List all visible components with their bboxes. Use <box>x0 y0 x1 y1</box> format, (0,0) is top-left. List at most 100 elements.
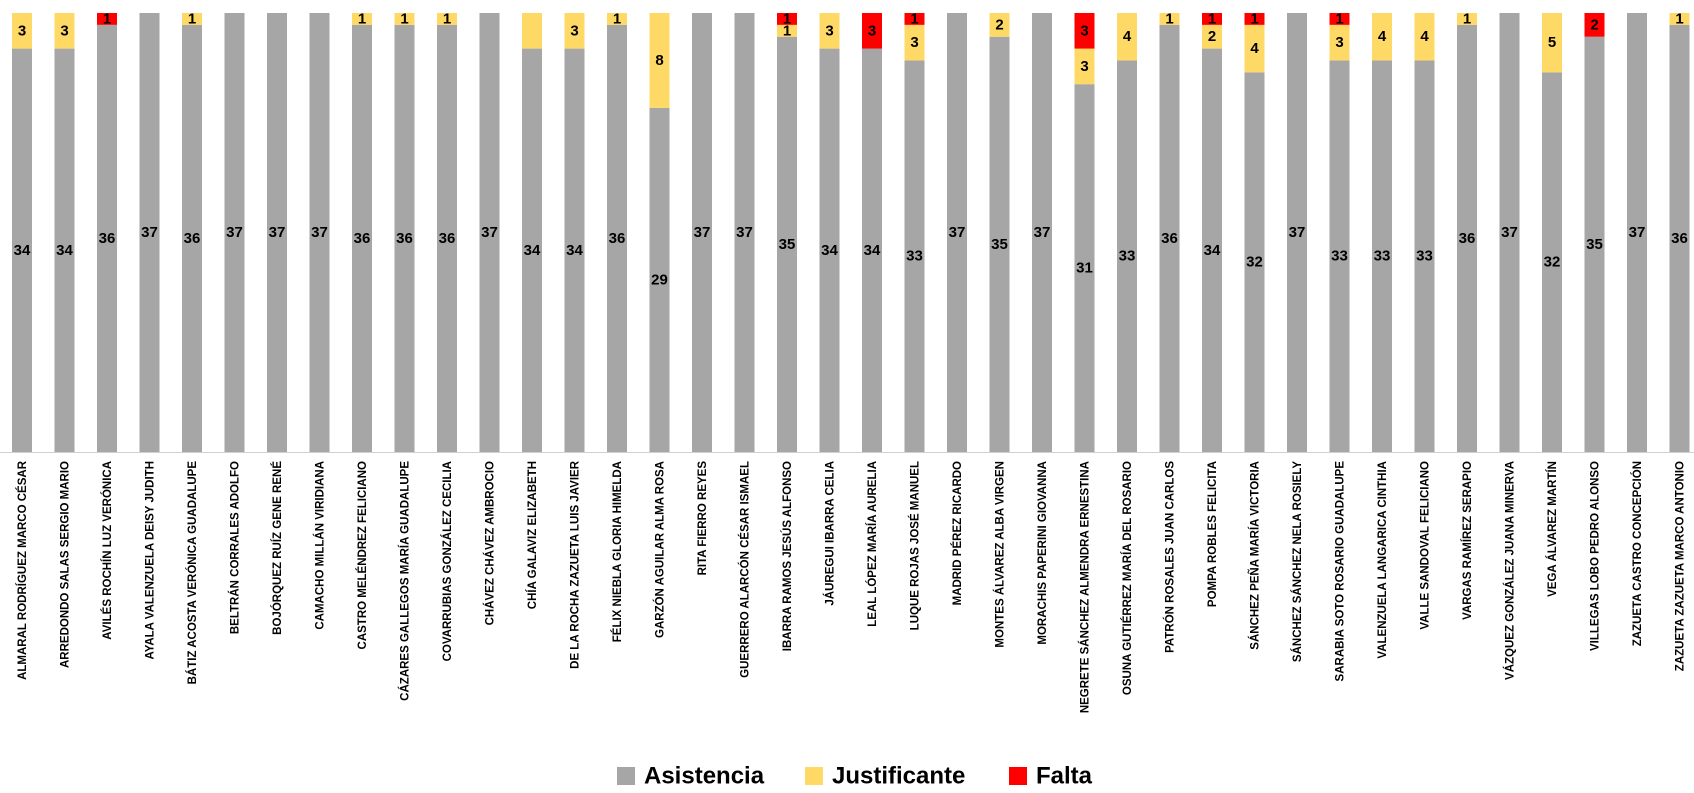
category-label-27: PATRÓN ROSALES JUAN CARLOS <box>1164 461 1177 653</box>
value-label-asistencia-1: 34 <box>56 242 73 259</box>
category-label-22: MADRID PÉREZ RICARDO <box>951 461 964 605</box>
bar-asistencia-14 <box>607 24 627 453</box>
category-label-38: ZAZUETA CASTRO CONCEPCIÓN <box>1631 461 1644 646</box>
category-label-18: IBARRA RAMOS JESÚS ALFONSO <box>781 461 794 651</box>
bar-asistencia-20 <box>862 48 882 453</box>
category-label-6: BOJÓRQUEZ RUÍZ GENE RENÉ <box>271 461 284 635</box>
category-label-3: AYALA VALENZUELA DEISY JUDITH <box>145 461 157 660</box>
bar-asistencia-1 <box>54 48 75 453</box>
bar-asistencia-33 <box>1414 60 1435 453</box>
bar-asistencia-35 <box>1499 13 1520 452</box>
bar-asistencia-18 <box>777 36 797 452</box>
category-label-39: ZAZUETA ZAZUETA MARCO ANTONIO <box>1675 461 1687 671</box>
category-label-32: VALENZUELA LANGARICA CINTHIA <box>1377 461 1389 659</box>
value-label-asistencia-13: 34 <box>566 242 583 259</box>
category-label-37: VILLEGAS LOBO PEDRO ALONSO <box>1590 461 1602 651</box>
bar-justificante-13 <box>564 13 585 49</box>
value-label-falta-31: 1 <box>1335 10 1343 27</box>
value-label-asistencia-39: 36 <box>1671 230 1688 247</box>
legend-label-asistencia: Asistencia <box>644 763 765 789</box>
value-label-asistencia-0: 34 <box>14 242 31 259</box>
bar-asistencia-34 <box>1457 24 1477 453</box>
value-label-asistencia-27: 36 <box>1161 230 1178 247</box>
value-label-asistencia-36: 32 <box>1544 254 1561 271</box>
value-label-asistencia-24: 37 <box>1034 224 1051 241</box>
bar-asistencia-11 <box>479 13 500 452</box>
category-label-19: JÁUREGUI IBARRA CELIA <box>824 461 837 606</box>
value-label-justificante-13: 3 <box>570 22 578 39</box>
bar-asistencia-9 <box>394 24 415 453</box>
value-label-falta-2: 1 <box>103 10 111 27</box>
category-label-17: GUERRERO ALARCÓN CÉSAR ISMAEL <box>739 461 752 678</box>
bar-asistencia-10 <box>437 24 457 453</box>
bar-asistencia-30 <box>1287 13 1307 452</box>
bar-justificante-10 <box>437 13 457 25</box>
bar-asistencia-29 <box>1244 72 1265 452</box>
bar-justificante-28 <box>1202 24 1222 49</box>
category-label-1: ARREDONDO SALAS SERGIO MARIO <box>60 461 72 668</box>
value-label-justificante-26: 4 <box>1123 28 1132 45</box>
bar-asistencia-17 <box>734 13 755 452</box>
value-label-justificante-10: 1 <box>443 10 451 27</box>
value-label-falta-18: 1 <box>783 10 791 27</box>
bar-falta-37 <box>1584 13 1605 37</box>
bar-asistencia-8 <box>352 24 372 453</box>
legend-swatch-falta <box>1009 767 1027 785</box>
category-label-0: ALMARAL RODRÍGUEZ MARCO CÉSAR <box>16 460 29 680</box>
value-label-asistencia-6: 37 <box>269 224 286 241</box>
value-label-asistencia-34: 36 <box>1459 230 1476 247</box>
category-label-2: AVILÉS ROCHÍN LUZ VERÓNICA <box>101 461 114 640</box>
bar-justificante-39 <box>1669 13 1690 25</box>
bar-asistencia-37 <box>1584 36 1605 452</box>
bar-asistencia-31 <box>1329 60 1350 453</box>
bar-justificante-8 <box>352 13 372 25</box>
bar-asistencia-16 <box>692 13 712 452</box>
bar-justificante-33 <box>1414 13 1435 61</box>
category-labels-layer: ALMARAL RODRÍGUEZ MARCO CÉSAR ARREDONDO S… <box>16 460 1687 713</box>
value-label-asistencia-30: 37 <box>1289 224 1306 241</box>
bar-asistencia-2 <box>97 24 117 453</box>
value-label-asistencia-11: 37 <box>481 224 498 241</box>
bar-falta-2 <box>97 13 117 25</box>
value-label-falta-28: 1 <box>1208 10 1216 27</box>
value-label-falta-37: 2 <box>1590 16 1598 33</box>
bar-justificante-31 <box>1329 24 1350 61</box>
bar-justificante-18 <box>777 24 797 37</box>
category-label-26: OSUNA GUTIÉRREZ MARÍA DEL ROSARIO <box>1121 461 1134 695</box>
category-label-4: BÁTIZ ACOSTA VERÓNICA GUADALUPE <box>186 461 199 685</box>
value-label-asistencia-5: 37 <box>226 224 243 241</box>
category-label-35: VÁZQUEZ GONZÁLEZ JUANA MINERVA <box>1504 461 1517 680</box>
value-label-justificante-33: 4 <box>1420 28 1429 45</box>
value-label-justificante-31: 3 <box>1335 34 1343 51</box>
bar-asistencia-23 <box>989 36 1010 452</box>
legend-label-justificante: Justificante <box>832 763 965 789</box>
value-label-justificante-15: 8 <box>655 52 663 69</box>
bar-asistencia-15 <box>649 107 670 453</box>
value-label-asistencia-8: 36 <box>354 230 371 247</box>
bar-asistencia-25 <box>1074 84 1095 452</box>
bar-justificante-9 <box>394 13 415 25</box>
category-label-36: VEGA ÁLVAREZ MARTÍN <box>1546 461 1559 597</box>
bar-asistencia-36 <box>1542 72 1562 452</box>
value-label-falta-29: 1 <box>1250 10 1258 27</box>
category-label-7: CAMACHO MILLÁN VIRIDIANA <box>314 461 327 630</box>
value-label-asistencia-17: 37 <box>736 224 753 241</box>
category-label-23: MONTES ÁLVAREZ ALBA VIRGEN <box>994 461 1007 648</box>
value-label-justificante-27: 1 <box>1165 10 1173 27</box>
value-label-justificante-18: 1 <box>783 22 791 39</box>
bar-justificante-26 <box>1117 13 1137 61</box>
value-label-asistencia-14: 36 <box>609 230 626 247</box>
value-label-justificante-0: 3 <box>18 22 26 39</box>
value-label-asistencia-4: 36 <box>184 230 201 247</box>
bar-justificante-1 <box>54 13 75 49</box>
value-label-asistencia-32: 33 <box>1374 248 1391 265</box>
bar-falta-28 <box>1202 13 1222 25</box>
value-label-justificante-34: 1 <box>1463 10 1471 27</box>
value-label-asistencia-19: 34 <box>821 242 838 259</box>
value-label-justificante-8: 1 <box>358 10 366 27</box>
bar-asistencia-21 <box>904 60 925 453</box>
value-label-justificante-14: 1 <box>613 10 621 27</box>
bar-falta-21 <box>904 13 925 25</box>
